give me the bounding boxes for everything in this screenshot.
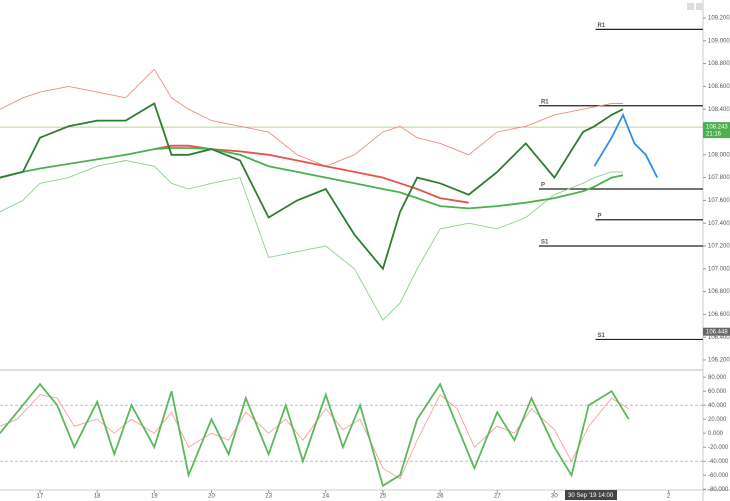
- y-tick-label: 106.800: [708, 289, 730, 295]
- x-tick-label: 23: [265, 494, 272, 500]
- y-tick-label: 107.600: [708, 198, 730, 204]
- series-line: [0, 382, 630, 488]
- x-tick-label: 24: [322, 494, 329, 500]
- current-price-label: 108.243: [706, 125, 728, 131]
- cursor-date: 30 Sep '19 14:00: [568, 493, 614, 499]
- x-tick-label: 25: [380, 494, 387, 500]
- y-tick-label: 107.200: [708, 244, 730, 250]
- y-tick-label: 20.000: [708, 417, 727, 423]
- y-tick-label: 80.000: [708, 375, 727, 381]
- y-tick-label: 108.800: [708, 61, 730, 67]
- x-tick-label: 19: [151, 494, 158, 500]
- x-tick-label: 18: [94, 494, 101, 500]
- x-tick-label: 17: [37, 494, 44, 500]
- y-tick-label: 108.400: [708, 107, 730, 113]
- pivot-label: R1: [598, 23, 606, 29]
- y-tick-label: 107.800: [708, 175, 730, 181]
- y-tick-label: -80.000: [708, 487, 729, 493]
- series-line: [0, 147, 624, 210]
- cursor-date-box: [565, 490, 617, 500]
- pivot-label: R1: [541, 99, 549, 105]
- y-tick-label: 106.200: [708, 358, 730, 364]
- current-price-time: 21:16: [706, 132, 722, 138]
- y-tick-label: -20.000: [708, 445, 729, 451]
- marker-price-box: [703, 327, 730, 336]
- series-line: [0, 160, 623, 321]
- y-tick-label: 106.600: [708, 312, 730, 318]
- x-tick-label: 26: [437, 494, 444, 500]
- pivot-label: P: [598, 213, 602, 219]
- pivot-label: P: [541, 183, 545, 189]
- y-tick-label: 40.000: [708, 403, 727, 409]
- x-tick-label: 20: [208, 494, 215, 500]
- y-tick-label: -60.000: [708, 473, 729, 479]
- y-tick-label: 109.200: [708, 16, 730, 22]
- y-tick-label: 0.000: [708, 431, 724, 437]
- series-line: [593, 112, 659, 179]
- pivot-label: S1: [598, 333, 606, 339]
- x-tick-label: 2: [667, 494, 671, 500]
- y-tick-label: 107.400: [708, 221, 730, 227]
- current-price-box: [703, 122, 730, 139]
- pivot-label: S1: [541, 240, 549, 246]
- y-tick-label: -40.000: [708, 459, 729, 465]
- y-tick-label: 107.000: [708, 266, 730, 272]
- y-tick-label: 108.600: [708, 84, 730, 90]
- series-line: [0, 102, 624, 271]
- x-tick-label: 27: [494, 494, 501, 500]
- marker-price-label: 106.448: [706, 329, 728, 335]
- x-tick-label: 30: [551, 494, 558, 500]
- window-button[interactable]: [687, 3, 694, 10]
- y-tick-label: 109.000: [708, 38, 730, 44]
- y-tick-label: 60.000: [708, 389, 727, 395]
- window-button[interactable]: [696, 3, 703, 10]
- y-tick-label: 106.400: [708, 335, 730, 341]
- series-line: [154, 144, 469, 204]
- y-tick-label: 108.000: [708, 152, 730, 158]
